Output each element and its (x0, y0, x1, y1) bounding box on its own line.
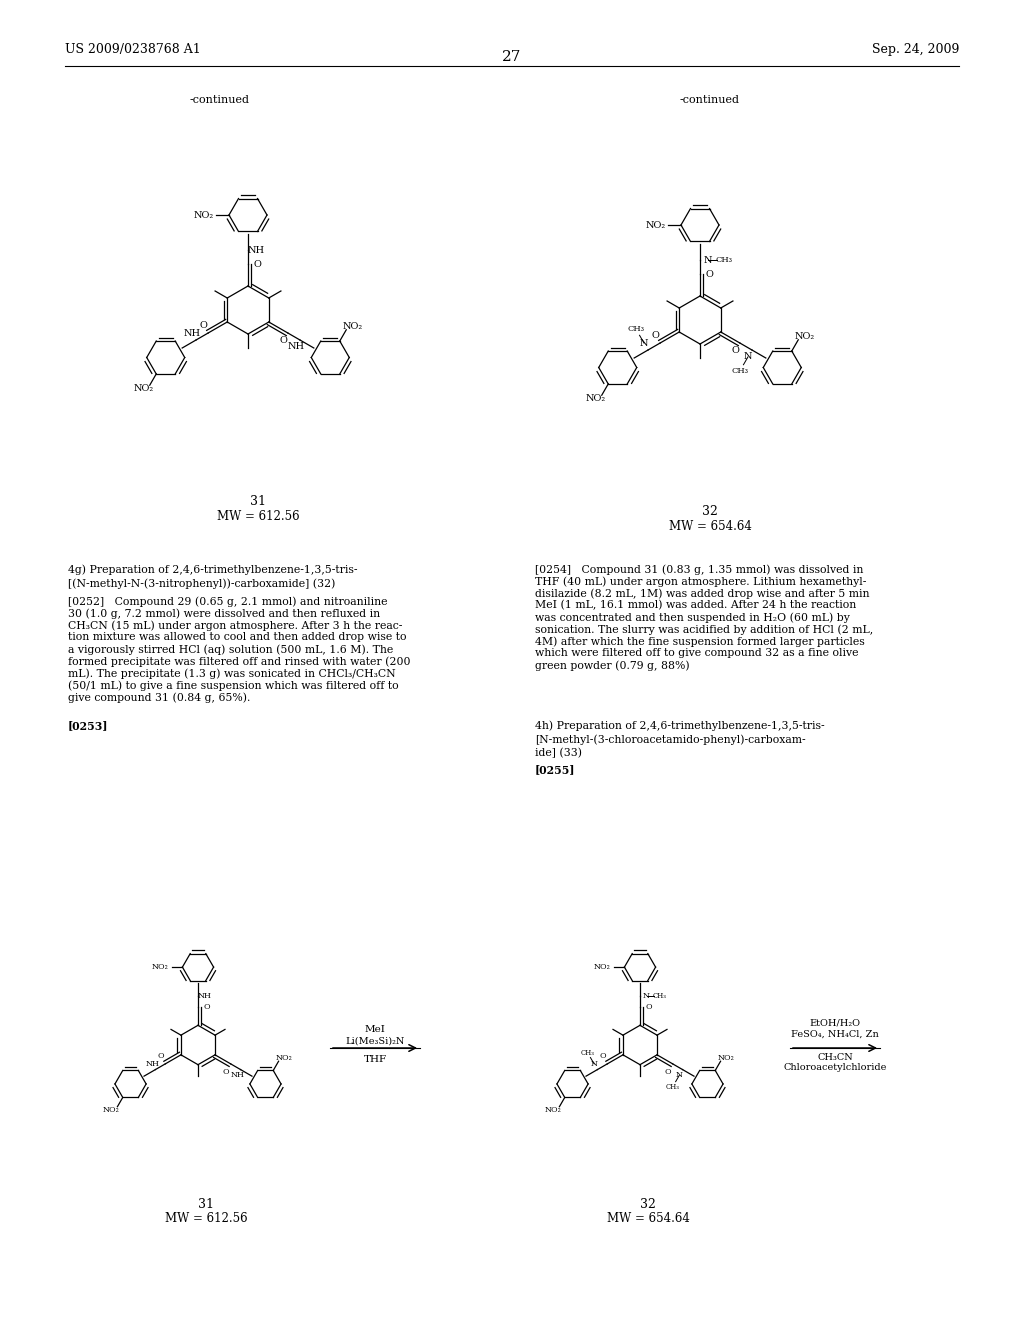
Text: Li(Me₃Si)₂N: Li(Me₃Si)₂N (345, 1036, 404, 1045)
Text: green powder (0.79 g, 88%): green powder (0.79 g, 88%) (535, 660, 689, 671)
Text: O: O (223, 1068, 229, 1076)
Text: [(N-methyl-N-(3-nitrophenyl))-carboxamide] (32): [(N-methyl-N-(3-nitrophenyl))-carboxamid… (68, 578, 336, 589)
Text: NO₂: NO₂ (646, 220, 666, 230)
Text: CH₃: CH₃ (731, 367, 749, 375)
Text: THF: THF (364, 1056, 387, 1064)
Text: [0253]: [0253] (68, 719, 109, 731)
Text: MW = 654.64: MW = 654.64 (606, 1212, 689, 1225)
Text: CH₃: CH₃ (716, 256, 732, 264)
Text: was concentrated and then suspended in H₂O (60 mL) by: was concentrated and then suspended in H… (535, 612, 850, 623)
Text: THF (40 mL) under argon atmosphere. Lithium hexamethyl-: THF (40 mL) under argon atmosphere. Lith… (535, 576, 866, 586)
Text: NH: NH (248, 246, 264, 255)
Text: NO₂: NO₂ (194, 210, 214, 219)
Text: N: N (640, 338, 648, 347)
Text: tion mixture was allowed to cool and then added drop wise to: tion mixture was allowed to cool and the… (68, 632, 407, 642)
Text: O: O (646, 1003, 652, 1011)
Text: N: N (676, 1072, 683, 1080)
Text: (50/1 mL) to give a fine suspension which was filtered off to: (50/1 mL) to give a fine suspension whic… (68, 680, 398, 690)
Text: NO₂: NO₂ (795, 331, 814, 341)
Text: US 2009/0238768 A1: US 2009/0238768 A1 (65, 44, 201, 57)
Text: 30 (1.0 g, 7.2 mmol) were dissolved and then refluxed in: 30 (1.0 g, 7.2 mmol) were dissolved and … (68, 609, 380, 619)
Text: MW = 654.64: MW = 654.64 (669, 520, 752, 533)
Text: N: N (643, 991, 650, 999)
Text: NO₂: NO₂ (134, 384, 154, 393)
Text: CH₃: CH₃ (666, 1082, 680, 1090)
Text: 4g) Preparation of 2,4,6-trimethylbenzene-1,3,5-tris-: 4g) Preparation of 2,4,6-trimethylbenzen… (68, 564, 357, 574)
Text: CH₃CN (15 mL) under argon atmosphere. After 3 h the reac-: CH₃CN (15 mL) under argon atmosphere. Af… (68, 620, 402, 631)
Text: O: O (599, 1052, 606, 1060)
Text: [N-methyl-(3-chloroacetamido-phenyl)-carboxam-: [N-methyl-(3-chloroacetamido-phenyl)-car… (535, 734, 806, 744)
Text: a vigorously stirred HCl (aq) solution (500 mL, 1.6 M). The: a vigorously stirred HCl (aq) solution (… (68, 644, 393, 655)
Text: [0252]   Compound 29 (0.65 g, 2.1 mmol) and nitroaniline: [0252] Compound 29 (0.65 g, 2.1 mmol) an… (68, 597, 387, 607)
Text: NO₂: NO₂ (276, 1053, 293, 1061)
Text: NO₂: NO₂ (593, 964, 610, 972)
Text: NO₂: NO₂ (152, 964, 168, 972)
Text: [0255]: [0255] (535, 764, 575, 775)
Text: MeI (1 mL, 16.1 mmol) was added. After 24 h the reaction: MeI (1 mL, 16.1 mmol) was added. After 2… (535, 601, 856, 610)
Text: N: N (743, 352, 753, 362)
Text: N: N (591, 1060, 598, 1068)
Text: O: O (200, 321, 208, 330)
Text: 32: 32 (702, 506, 718, 517)
Text: NH: NH (183, 329, 201, 338)
Text: N: N (703, 256, 713, 264)
Text: O: O (665, 1068, 672, 1076)
Text: NO₂: NO₂ (718, 1053, 735, 1061)
Text: NH: NH (145, 1060, 159, 1068)
Text: CH₃: CH₃ (628, 325, 644, 333)
Text: -continued: -continued (680, 95, 740, 106)
Text: Sep. 24, 2009: Sep. 24, 2009 (871, 44, 959, 57)
Text: -continued: -continued (190, 95, 250, 106)
Text: 31: 31 (198, 1199, 214, 1210)
Text: CH₃CN: CH₃CN (817, 1053, 853, 1063)
Text: NO₂: NO₂ (103, 1106, 120, 1114)
Text: O: O (158, 1052, 164, 1060)
Text: 31: 31 (250, 495, 266, 508)
Text: FeSO₄, NH₄Cl, Zn: FeSO₄, NH₄Cl, Zn (792, 1030, 879, 1039)
Text: Chloroacetylchloride: Chloroacetylchloride (783, 1064, 887, 1072)
Text: MW = 612.56: MW = 612.56 (217, 510, 299, 523)
Text: CH₃: CH₃ (652, 991, 667, 999)
Text: O: O (651, 331, 659, 339)
Text: MeI: MeI (365, 1026, 385, 1035)
Text: mL). The precipitate (1.3 g) was sonicated in CHCl₃/CH₃CN: mL). The precipitate (1.3 g) was sonicat… (68, 668, 395, 678)
Text: disilazide (8.2 mL, 1M) was added drop wise and after 5 min: disilazide (8.2 mL, 1M) was added drop w… (535, 587, 869, 598)
Text: give compound 31 (0.84 g, 65%).: give compound 31 (0.84 g, 65%). (68, 692, 251, 702)
Text: O: O (253, 260, 261, 268)
Text: ide] (33): ide] (33) (535, 748, 582, 759)
Text: O: O (731, 346, 739, 355)
Text: NO₂: NO₂ (342, 322, 362, 331)
Text: which were filtered off to give compound 32 as a fine olive: which were filtered off to give compound… (535, 648, 858, 657)
Text: [0254]   Compound 31 (0.83 g, 1.35 mmol) was dissolved in: [0254] Compound 31 (0.83 g, 1.35 mmol) w… (535, 564, 863, 574)
Text: O: O (204, 1003, 210, 1011)
Text: NH: NH (198, 991, 212, 999)
Text: CH₃: CH₃ (581, 1048, 595, 1056)
Text: O: O (706, 269, 713, 279)
Text: sonication. The slurry was acidified by addition of HCl (2 mL,: sonication. The slurry was acidified by … (535, 624, 873, 635)
Text: EtOH/H₂O: EtOH/H₂O (810, 1019, 860, 1027)
Text: 4h) Preparation of 2,4,6-trimethylbenzene-1,3,5-tris-: 4h) Preparation of 2,4,6-trimethylbenzen… (535, 719, 824, 730)
Text: NO₂: NO₂ (545, 1106, 562, 1114)
Text: 27: 27 (503, 50, 521, 63)
Text: O: O (280, 337, 288, 346)
Text: 4M) after which the fine suspension formed larger particles: 4M) after which the fine suspension form… (535, 636, 864, 647)
Text: formed precipitate was filtered off and rinsed with water (200: formed precipitate was filtered off and … (68, 656, 411, 667)
Text: NH: NH (288, 342, 304, 351)
Text: NH: NH (230, 1072, 245, 1080)
Text: NO₂: NO₂ (586, 395, 606, 403)
Text: 32: 32 (640, 1199, 656, 1210)
Text: MW = 612.56: MW = 612.56 (165, 1212, 248, 1225)
